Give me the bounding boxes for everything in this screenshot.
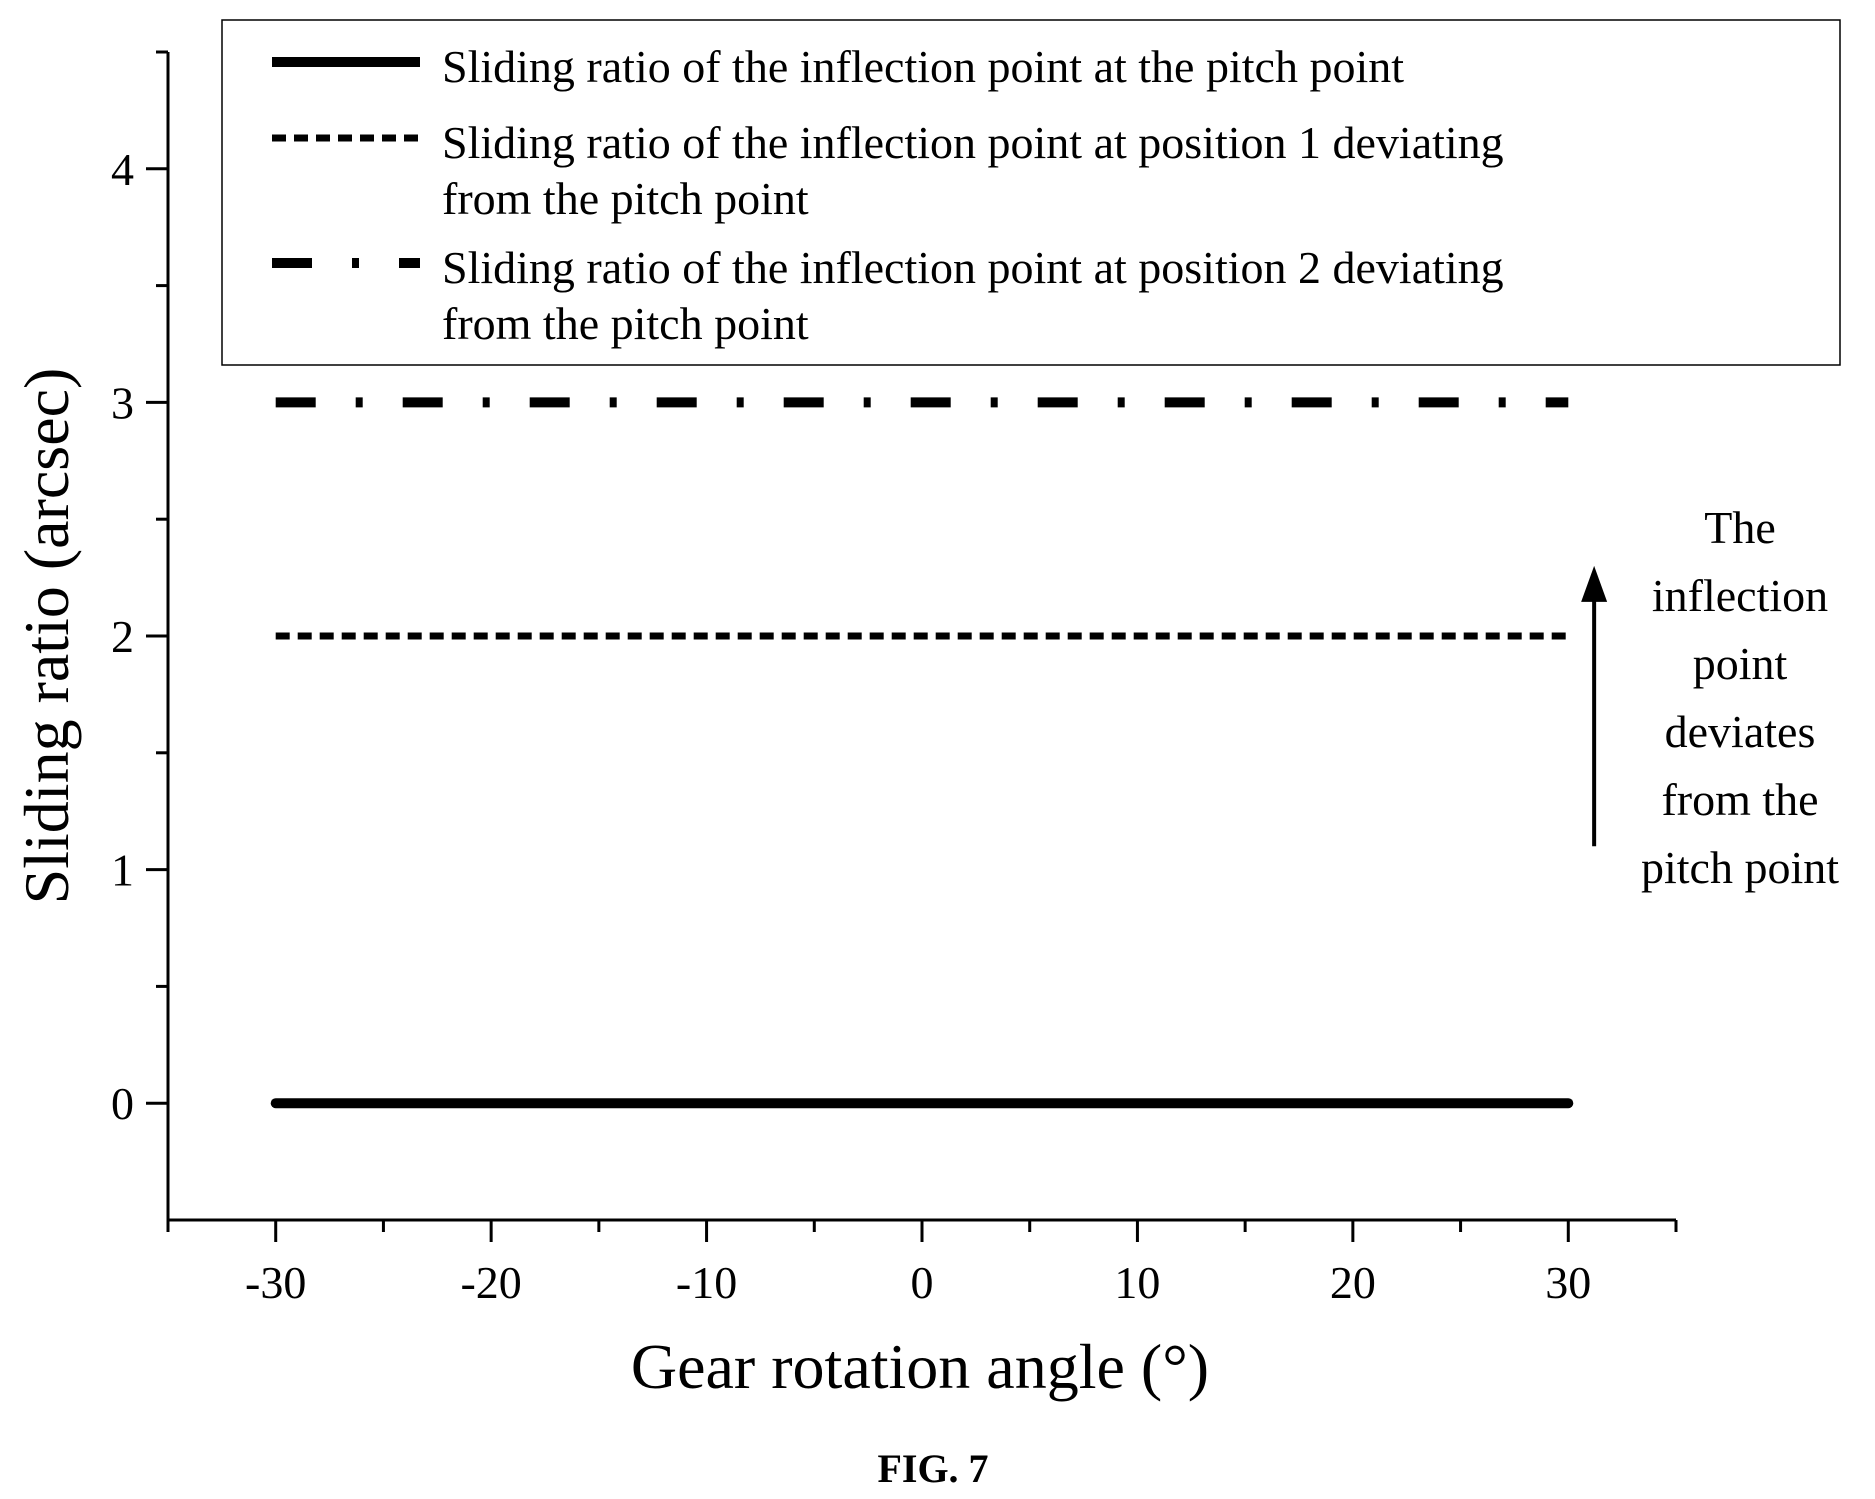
figure-caption: FIG. 7 xyxy=(877,1446,988,1491)
annotation-line: deviates xyxy=(1665,706,1816,757)
x-tick-label: 20 xyxy=(1330,1257,1376,1308)
x-tick-label: -30 xyxy=(245,1257,306,1308)
x-tick-label: 10 xyxy=(1114,1257,1160,1308)
y-tick-label: 0 xyxy=(111,1078,134,1129)
y-tick-label: 3 xyxy=(111,377,134,428)
legend-label-3: Sliding ratio of the inflection point at… xyxy=(442,242,1504,293)
annotation-line: inflection xyxy=(1652,570,1828,621)
annotation-line: The xyxy=(1704,502,1776,553)
legend-label-3: from the pitch point xyxy=(442,298,809,349)
x-tick-label: 0 xyxy=(911,1257,934,1308)
series-layer xyxy=(270,397,1574,1109)
x-tick-label: -10 xyxy=(676,1257,737,1308)
y-axis-label: Sliding ratio (arcsec) xyxy=(11,368,82,905)
x-ticks: -30 -20 -10 0 10 20 30 xyxy=(166,1220,1678,1308)
annotation-arrow-head xyxy=(1581,565,1608,602)
y-tick-label: 4 xyxy=(111,144,134,195)
annotation-line: from the xyxy=(1661,774,1818,825)
x-tick-label: -20 xyxy=(460,1257,521,1308)
legend: Sliding ratio of the inflection point at… xyxy=(221,19,1841,366)
annotation-line: pitch point xyxy=(1641,842,1839,893)
legend-label-2: from the pitch point xyxy=(442,173,809,224)
y-tick-label: 2 xyxy=(111,611,134,662)
x-tick-label: 30 xyxy=(1545,1257,1591,1308)
y-tick-label: 1 xyxy=(111,845,134,896)
annotation-line: point xyxy=(1693,638,1788,689)
y-ticks: 0 1 2 3 4 xyxy=(111,50,168,1129)
x-axis-label: Gear rotation angle (°) xyxy=(631,1331,1209,1402)
legend-label-1: Sliding ratio of the inflection point at… xyxy=(442,41,1404,92)
legend-box xyxy=(221,19,1841,366)
plot-area: -30 -20 -10 0 10 20 30 0 1 2 3 4 xyxy=(111,50,1678,1308)
annotation: The inflection point deviates from the pitch … xyxy=(1581,502,1839,893)
legend-label-2: Sliding ratio of the inflection point at… xyxy=(442,117,1504,168)
